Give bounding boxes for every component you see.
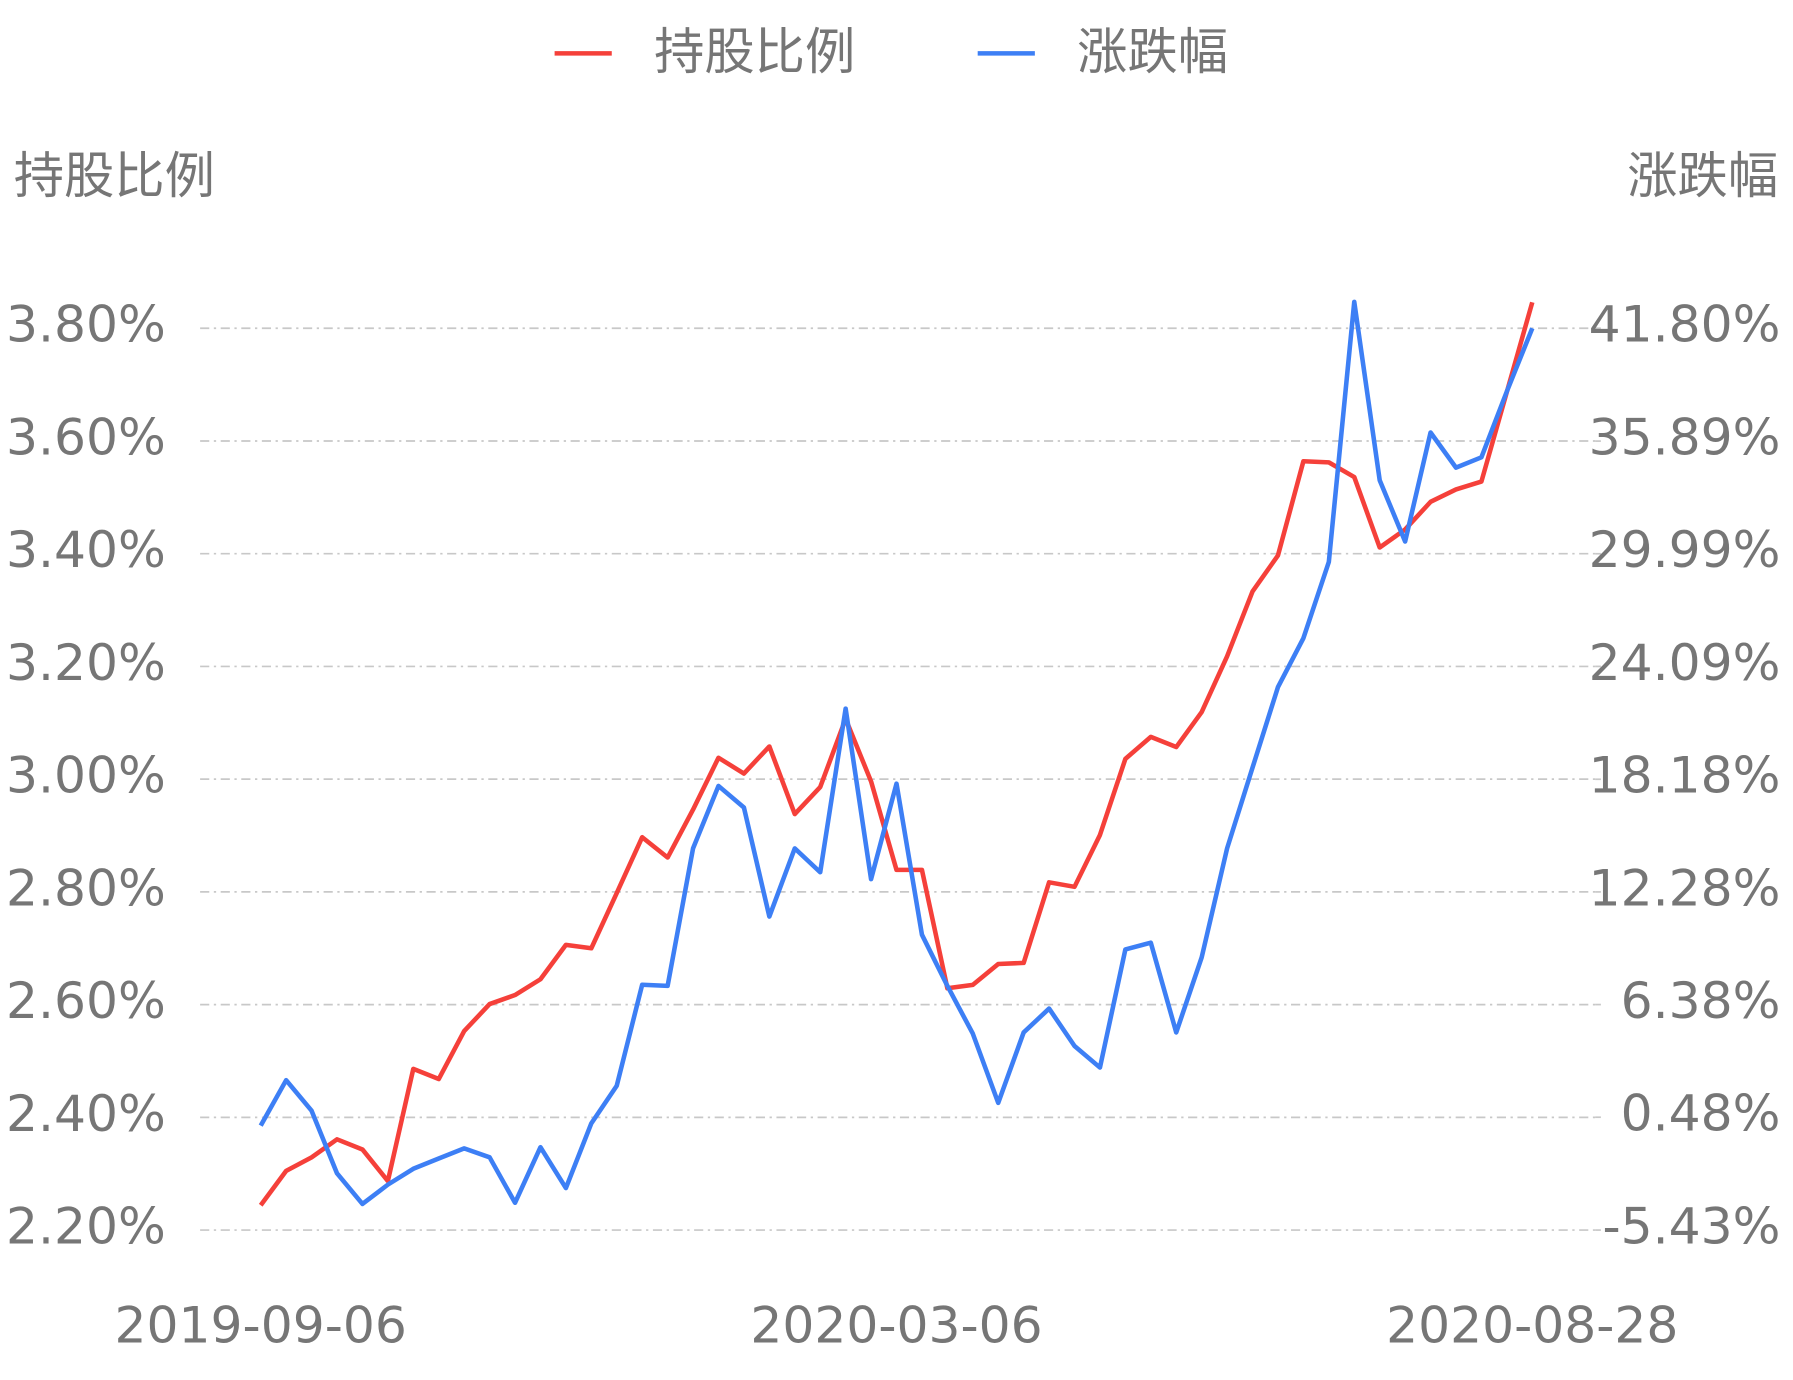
y-tick-label: 3.80% xyxy=(6,295,166,354)
y-tick-label: 2.40% xyxy=(6,1084,166,1143)
series-line xyxy=(258,299,1535,1207)
y2-tick-label: 29.99% xyxy=(1589,520,1781,579)
legend-label: 涨跌幅 xyxy=(1077,22,1228,81)
y2-tick-label: 18.18% xyxy=(1589,746,1781,805)
x-tick-label: 2020-08-28 xyxy=(1386,1296,1678,1355)
y-tick-label: 3.60% xyxy=(6,408,166,467)
y-tick-label: 3.20% xyxy=(6,633,166,692)
x-tick-label: 2020-03-06 xyxy=(750,1296,1042,1355)
y-axis-title: 持股比例 xyxy=(14,146,215,205)
y2-tick-label: -5.43% xyxy=(1602,1197,1780,1256)
y-tick-label: 3.40% xyxy=(6,520,166,579)
y2-axis-title: 涨跌幅 xyxy=(1627,146,1778,205)
y2-tick-label: 35.89% xyxy=(1589,408,1781,467)
y2-tick-label: 0.48% xyxy=(1621,1084,1781,1143)
x-tick-label: 2019-09-06 xyxy=(115,1296,407,1355)
y2-tick-label: 6.38% xyxy=(1621,971,1781,1030)
y-tick-label: 2.20% xyxy=(6,1197,166,1256)
legend-label: 持股比例 xyxy=(654,22,855,81)
y2-tick-label: 12.28% xyxy=(1589,859,1781,918)
y-tick-label: 2.80% xyxy=(6,859,166,918)
y-tick-label: 3.00% xyxy=(6,746,166,805)
y2-tick-label: 24.09% xyxy=(1589,633,1781,692)
y2-tick-label: 41.80% xyxy=(1589,295,1781,354)
y-tick-label: 2.60% xyxy=(6,971,166,1030)
series-line xyxy=(258,301,1535,1207)
